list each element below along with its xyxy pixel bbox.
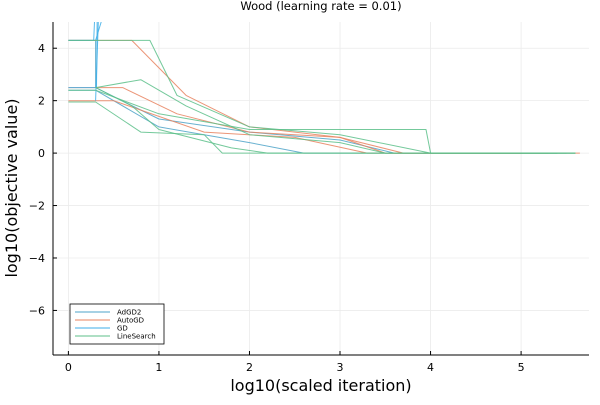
y-tick-label-2: 2: [38, 95, 45, 108]
series-linesearch-line-2: [68, 89, 576, 154]
legend-label-gd: GD: [117, 325, 128, 333]
y-tick-label--2: −2: [29, 200, 45, 213]
legend-label-autogd: AutoGD: [117, 317, 144, 325]
series-layer: [68, 22, 580, 154]
series-linesearch-line-5: [95, 87, 558, 154]
x-tick-label-0: 0: [65, 361, 72, 374]
series-adgd2-line-1: [68, 39, 576, 154]
y-tick-label-4: 4: [38, 42, 45, 55]
y-tick-label--6: −6: [29, 304, 45, 317]
chart-title: Wood (learning rate = 0.01): [240, 0, 401, 13]
legend-box: [69, 303, 165, 345]
y-tick-label-0: 0: [38, 147, 45, 160]
legend-label-linesearch: LineSearch: [117, 333, 156, 341]
x-tick-label-1: 1: [155, 361, 162, 374]
x-axis-label: log10(scaled iteration): [230, 376, 411, 395]
legend-label-adgd2: AdGD2: [117, 309, 141, 317]
y-axis-label: log10(objective value): [2, 98, 21, 277]
series-gd-line-3: [95, 22, 99, 101]
x-tick-label-4: 4: [427, 361, 434, 374]
y-tick-label--4: −4: [29, 252, 45, 265]
axis-layer: 0 1 2 3 4 5 −6 −4 −2 0 2 4: [29, 22, 589, 374]
x-tick-label-2: 2: [246, 361, 253, 374]
series-gd-line-4: [95, 22, 102, 41]
x-tick-label-5: 5: [518, 361, 525, 374]
x-tick-label-3: 3: [337, 361, 344, 374]
